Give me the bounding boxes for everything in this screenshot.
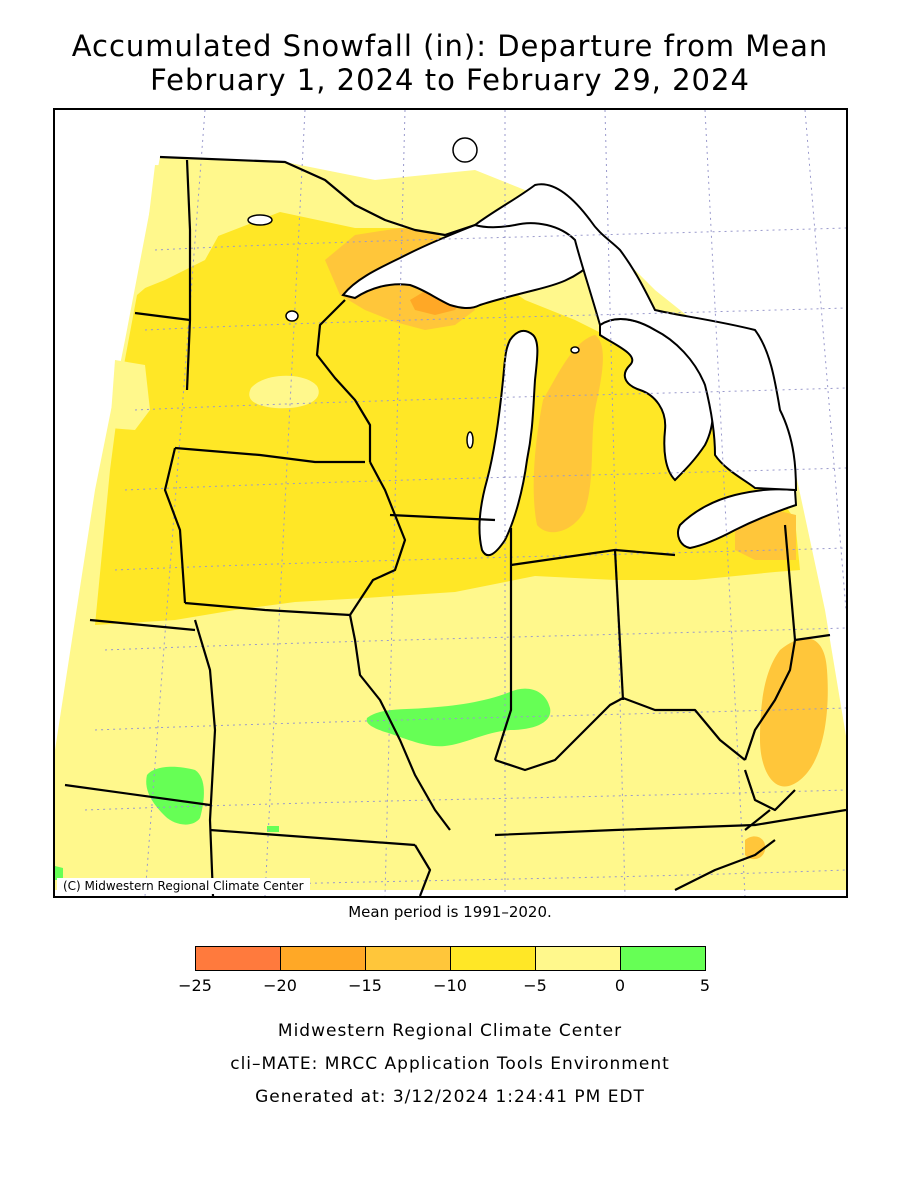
legend-bin [535, 946, 621, 971]
map-canvas [55, 110, 846, 896]
lake-michigan [478, 329, 539, 557]
region-minus15-to-minus10-michigan [533, 335, 603, 533]
legend-tick-label: 0 [614, 976, 626, 995]
region-minus10-to-minus5 [95, 212, 800, 625]
region-pale-patch-north [140, 165, 300, 290]
legend-tick-label: −20 [263, 976, 297, 995]
legend-bin [195, 946, 281, 971]
footer-application: cli–MATE: MRCC Application Tools Environ… [230, 1054, 670, 1074]
legend-bin [620, 946, 706, 971]
map-subtitle-date-range: February 1, 2024 to February 29, 2024 [150, 63, 750, 97]
region-0-to-5-illinois-indiana [366, 688, 551, 747]
state-borders [64, 155, 846, 896]
snowfall-departure-map: (C) Midwestern Regional Climate Center [53, 108, 848, 898]
legend-tick-label: 5 [699, 976, 711, 995]
lake-erie [677, 488, 798, 550]
color-scale-legend [195, 946, 706, 971]
legend-bin [280, 946, 366, 971]
map-copyright-notice: (C) Midwestern Regional Climate Center [57, 878, 310, 894]
legend-tick-label: −10 [433, 976, 467, 995]
legend-tick-label: −15 [348, 976, 382, 995]
footer-generated-time: Generated at: 3/12/2024 1:24:41 PM EDT [255, 1087, 645, 1107]
legend-tick-label: −25 [178, 976, 212, 995]
map-title: Accumulated Snowfall (in): Departure fro… [71, 29, 829, 63]
canada-land-white [472, 183, 798, 492]
region-pale-patch-minnesota [249, 375, 319, 409]
region-0-to-5-small [267, 826, 279, 832]
region-minus15-to-minus10-wv [760, 638, 828, 787]
region-minus15-to-minus10-kentucky [745, 836, 766, 860]
region-0-to-5-missouri [146, 766, 204, 825]
region-0-to-5-corner [55, 866, 63, 880]
footer-organization: Midwestern Regional Climate Center [277, 1021, 623, 1041]
legend-tick-label: −5 [523, 976, 547, 995]
legend-bin [450, 946, 536, 971]
map-graticule [74, 110, 846, 896]
legend-bin [365, 946, 451, 971]
small-islands [247, 137, 580, 449]
mean-period-note: Mean period is 1991–2020. [348, 903, 552, 921]
region-pale-patch-west [110, 360, 150, 430]
